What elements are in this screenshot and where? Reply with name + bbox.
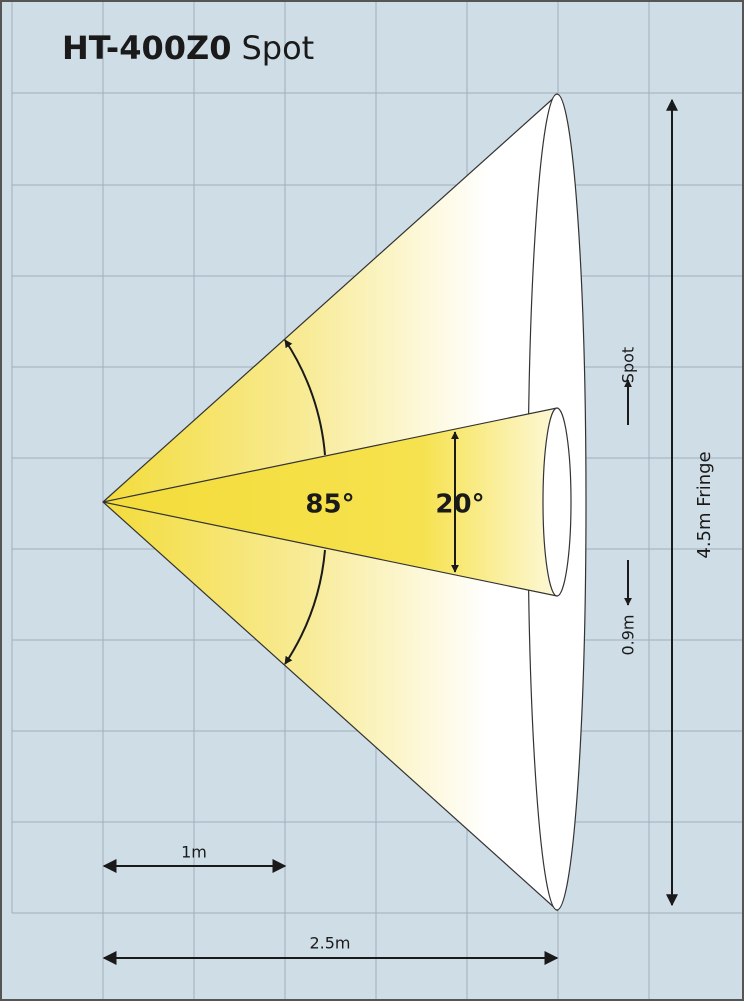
angle-arc (284, 339, 326, 456)
width-label: 1m (181, 843, 207, 862)
outer-angle-label: 85° (305, 490, 354, 520)
title: HT-400Z0 Spot (62, 29, 314, 67)
angle-arc (284, 549, 326, 665)
spot-size-label: 0.9m (619, 614, 638, 655)
fringe-label: 4.5m Fringe (694, 451, 715, 558)
spot-label: Spot (619, 347, 638, 383)
width-label: 2.5m (309, 934, 350, 953)
inner-angle-label: 20° (435, 490, 484, 520)
mode: Spot (241, 29, 314, 67)
model: HT-400Z0 (62, 29, 231, 67)
inner-ellipse (542, 407, 572, 597)
